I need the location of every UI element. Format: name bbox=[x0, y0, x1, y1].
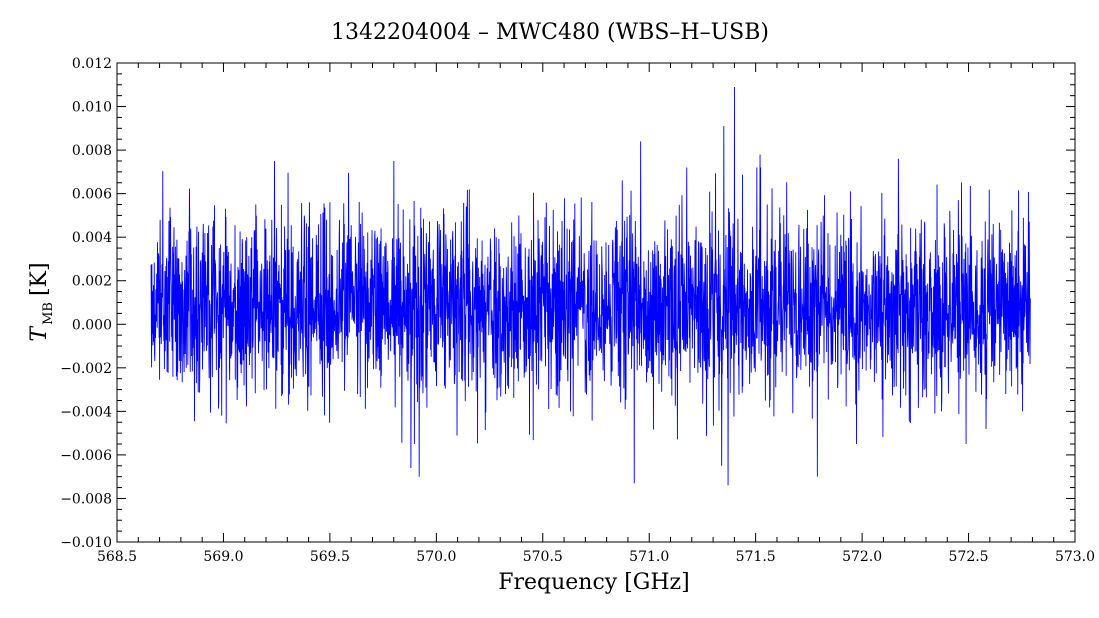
y-tick-label: −0.010 bbox=[60, 535, 112, 551]
x-tick-label: 571.0 bbox=[629, 549, 669, 565]
x-tick-label: 572.5 bbox=[949, 549, 989, 565]
chart-title: 1342204004 – MWC480 (WBS–H–USB) bbox=[331, 20, 769, 45]
x-tick-label: 569.0 bbox=[203, 549, 243, 565]
y-tick-label: 0.008 bbox=[72, 143, 112, 159]
y-tick-label: −0.008 bbox=[60, 491, 112, 507]
x-tick-label: 570.5 bbox=[523, 549, 563, 565]
x-axis-label: Frequency [GHz] bbox=[498, 570, 690, 595]
y-tick-label: 0.010 bbox=[72, 100, 112, 116]
y-axis-label-main: T bbox=[27, 325, 52, 342]
x-tick-labels: 568.5 569.0 569.5 570.0 570.5 571.0 571.5 572.0… bbox=[97, 549, 1095, 565]
y-tick-label: −0.004 bbox=[60, 404, 112, 420]
x-tick-label: 568.5 bbox=[97, 549, 137, 565]
y-tick-label: −0.002 bbox=[60, 361, 112, 377]
x-tick-label: 570.0 bbox=[416, 549, 456, 565]
y-tick-label: 0.006 bbox=[72, 187, 112, 203]
spectrum-series-line bbox=[150, 86, 1031, 486]
svg-text:TMB[K]: TMB [K] bbox=[27, 262, 56, 341]
y-tick-label: 0.002 bbox=[72, 274, 112, 290]
x-tick-label: 571.5 bbox=[736, 549, 776, 565]
y-tick-label: 0.000 bbox=[72, 317, 112, 333]
y-tick-label: 0.012 bbox=[72, 56, 112, 72]
x-tick-label: 572.0 bbox=[842, 549, 882, 565]
y-axis-label-sub: MB bbox=[41, 302, 56, 325]
y-tick-label: 0.004 bbox=[72, 230, 112, 246]
y-axis-label: TMB [K] bbox=[27, 262, 56, 341]
x-tick-label: 569.5 bbox=[310, 549, 350, 565]
x-tick-label: 573.0 bbox=[1055, 549, 1095, 565]
y-tick-label: −0.006 bbox=[60, 448, 112, 464]
series-group bbox=[150, 86, 1031, 486]
y-tick-labels: −0.010 −0.008 −0.006 −0.004 −0.002 0.000 0.002… bbox=[60, 56, 112, 551]
axis-ticks bbox=[116, 62, 1076, 543]
y-axis-label-unit: [K] bbox=[27, 262, 52, 296]
